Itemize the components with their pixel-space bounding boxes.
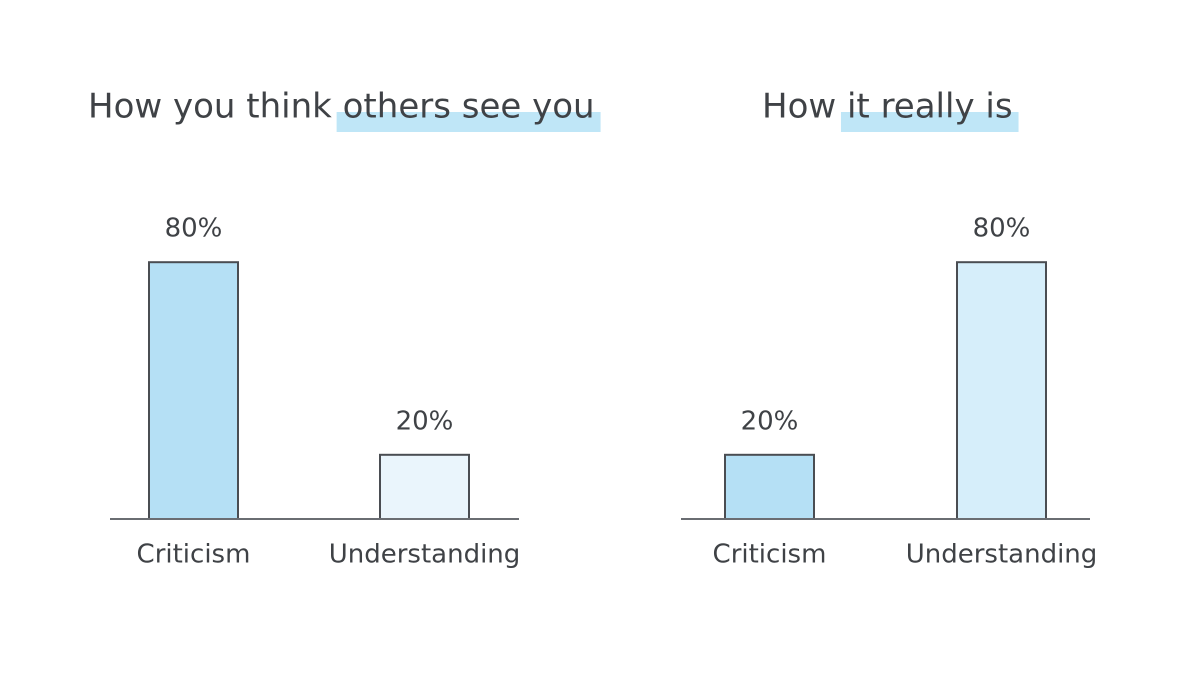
value-label: 80% [165,214,223,244]
bar [379,453,470,520]
bar [148,261,239,520]
bar [956,261,1047,520]
title-highlight [840,112,1019,132]
x-tick-label: Criticism [137,540,251,570]
value-label: 80% [973,214,1031,244]
chart-title: How you think others see you [88,87,595,127]
x-tick-label: Criticism [713,540,827,570]
x-tick-label: Understanding [906,540,1098,570]
x-tick-label: Understanding [329,540,521,570]
chart-title: How it really is [762,87,1013,127]
bar [724,453,815,520]
value-label: 20% [741,406,799,436]
title-highlight [336,112,601,132]
value-label: 20% [396,406,454,436]
